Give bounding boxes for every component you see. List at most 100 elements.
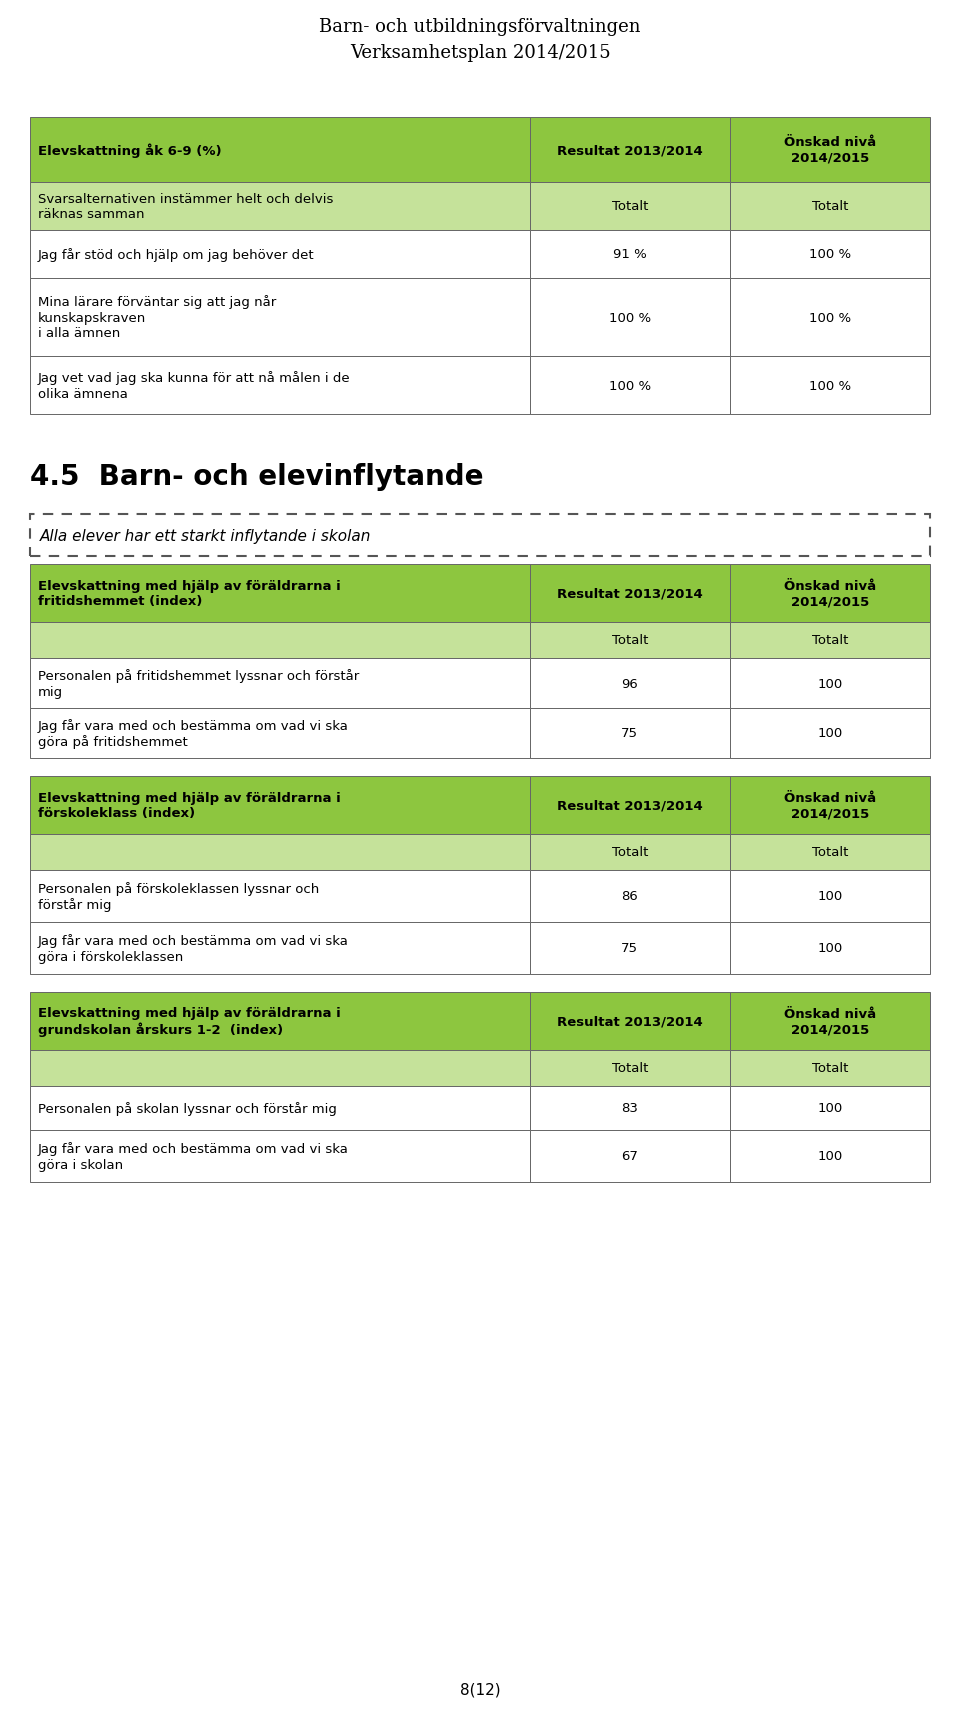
- Bar: [530, 564, 731, 622]
- Text: Elevskattning med hjälp av föräldrarna i
fritidshemmet (index): Elevskattning med hjälp av föräldrarna i…: [38, 579, 341, 608]
- Text: 100: 100: [818, 1102, 843, 1114]
- Text: Verksamhetsplan 2014/2015: Verksamhetsplan 2014/2015: [349, 45, 611, 62]
- Bar: [530, 922, 731, 975]
- Bar: [30, 871, 530, 922]
- Text: Elevskattning med hjälp av föräldrarna i
förskoleklass (index): Elevskattning med hjälp av föräldrarna i…: [38, 792, 341, 819]
- Text: Resultat 2013/2014: Resultat 2013/2014: [557, 799, 703, 812]
- Bar: [30, 708, 530, 759]
- Text: Totalt: Totalt: [612, 634, 648, 648]
- Bar: [30, 1130, 530, 1183]
- Text: 86: 86: [621, 890, 638, 903]
- Bar: [530, 279, 731, 357]
- Text: 4.5  Barn- och elevinflytande: 4.5 Barn- och elevinflytande: [30, 463, 484, 490]
- Bar: [30, 514, 930, 557]
- Bar: [731, 118, 930, 183]
- Bar: [530, 708, 731, 759]
- Text: Totalt: Totalt: [612, 847, 648, 859]
- Bar: [30, 357, 530, 415]
- Bar: [30, 183, 530, 231]
- Text: Önskad nivå
2014/2015: Önskad nivå 2014/2015: [784, 579, 876, 608]
- Bar: [731, 992, 930, 1051]
- Text: 100 %: 100 %: [809, 379, 852, 393]
- Bar: [30, 922, 530, 975]
- Text: Resultat 2013/2014: Resultat 2013/2014: [557, 1015, 703, 1028]
- Bar: [731, 357, 930, 415]
- Text: Jag vet vad jag ska kunna för att nå målen i de
olika ämnena: Jag vet vad jag ska kunna för att nå mål…: [38, 370, 350, 401]
- Text: Personalen på skolan lyssnar och förstår mig: Personalen på skolan lyssnar och förstår…: [38, 1102, 337, 1116]
- Text: Mina lärare förväntar sig att jag når
kunskapskraven
i alla ämnen: Mina lärare förväntar sig att jag når ku…: [38, 295, 276, 341]
- Bar: [530, 357, 731, 415]
- Text: Resultat 2013/2014: Resultat 2013/2014: [557, 144, 703, 158]
- Bar: [731, 1051, 930, 1087]
- Text: 91 %: 91 %: [613, 249, 647, 261]
- Text: 75: 75: [621, 727, 638, 740]
- Text: Alla elever har ett starkt inflytande i skolan: Alla elever har ett starkt inflytande i …: [40, 528, 372, 543]
- Bar: [731, 622, 930, 658]
- Text: 100: 100: [818, 727, 843, 740]
- Text: 8(12): 8(12): [460, 1681, 500, 1697]
- Bar: [530, 1087, 731, 1130]
- Bar: [530, 1130, 731, 1183]
- Bar: [30, 279, 530, 357]
- Bar: [530, 231, 731, 279]
- Text: Önskad nivå
2014/2015: Önskad nivå 2014/2015: [784, 1008, 876, 1035]
- Bar: [731, 1130, 930, 1183]
- Bar: [30, 1087, 530, 1130]
- Bar: [530, 835, 731, 871]
- Bar: [530, 658, 731, 708]
- Text: 100: 100: [818, 890, 843, 903]
- Bar: [731, 279, 930, 357]
- Bar: [530, 622, 731, 658]
- Text: Totalt: Totalt: [812, 847, 849, 859]
- Bar: [530, 776, 731, 835]
- Text: 100 %: 100 %: [609, 312, 651, 324]
- Text: 100: 100: [818, 943, 843, 955]
- Bar: [30, 776, 530, 835]
- Text: Totalt: Totalt: [812, 1063, 849, 1075]
- Text: Önskad nivå
2014/2015: Önskad nivå 2014/2015: [784, 135, 876, 165]
- Text: Barn- och utbildningsförvaltningen: Barn- och utbildningsförvaltningen: [320, 17, 640, 36]
- Text: Resultat 2013/2014: Resultat 2013/2014: [557, 588, 703, 600]
- Bar: [530, 1051, 731, 1087]
- Text: 100 %: 100 %: [609, 379, 651, 393]
- Text: Personalen på förskoleklassen lyssnar och
förstår mig: Personalen på förskoleklassen lyssnar oc…: [38, 881, 320, 912]
- Bar: [731, 564, 930, 622]
- Text: Totalt: Totalt: [812, 201, 849, 213]
- Text: 100 %: 100 %: [809, 312, 852, 324]
- Bar: [731, 922, 930, 975]
- Bar: [530, 871, 731, 922]
- Bar: [731, 835, 930, 871]
- Text: 100: 100: [818, 1150, 843, 1162]
- Text: 83: 83: [621, 1102, 638, 1114]
- Bar: [30, 658, 530, 708]
- Text: Jag får vara med och bestämma om vad vi ska
göra på fritidshemmet: Jag får vara med och bestämma om vad vi …: [38, 718, 348, 749]
- Text: 75: 75: [621, 943, 638, 955]
- Text: Önskad nivå
2014/2015: Önskad nivå 2014/2015: [784, 792, 876, 819]
- Text: Totalt: Totalt: [812, 634, 849, 648]
- Bar: [731, 708, 930, 759]
- Bar: [731, 1087, 930, 1130]
- Bar: [530, 992, 731, 1051]
- Text: Jag får vara med och bestämma om vad vi ska
göra i skolan: Jag får vara med och bestämma om vad vi …: [38, 1142, 348, 1171]
- Text: 100: 100: [818, 677, 843, 691]
- Bar: [30, 564, 530, 622]
- Bar: [530, 183, 731, 231]
- Text: Personalen på fritidshemmet lyssnar och förstår
mig: Personalen på fritidshemmet lyssnar och …: [38, 668, 359, 698]
- Bar: [30, 231, 530, 279]
- Bar: [30, 835, 530, 871]
- Bar: [731, 658, 930, 708]
- Bar: [731, 183, 930, 231]
- Text: Totalt: Totalt: [612, 1063, 648, 1075]
- Bar: [530, 118, 731, 183]
- Bar: [30, 1051, 530, 1087]
- Text: Elevskattning med hjälp av föräldrarna i
grundskolan årskurs 1-2  (index): Elevskattning med hjälp av föräldrarna i…: [38, 1006, 341, 1037]
- Text: Elevskattning åk 6-9 (%): Elevskattning åk 6-9 (%): [38, 144, 222, 158]
- Text: 96: 96: [621, 677, 638, 691]
- Bar: [30, 622, 530, 658]
- Bar: [731, 871, 930, 922]
- Text: Totalt: Totalt: [612, 201, 648, 213]
- Bar: [30, 992, 530, 1051]
- Bar: [30, 118, 530, 183]
- Text: 100 %: 100 %: [809, 249, 852, 261]
- Text: Svarsalternativen instämmer helt och delvis
räknas samman: Svarsalternativen instämmer helt och del…: [38, 192, 333, 221]
